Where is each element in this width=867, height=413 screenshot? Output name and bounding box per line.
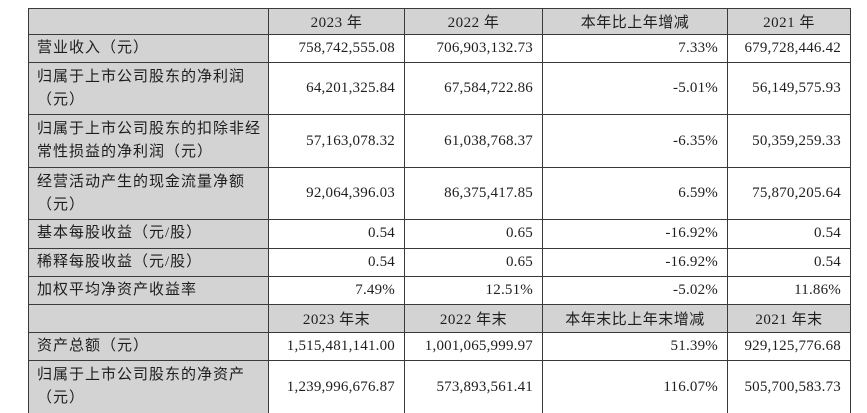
value-2022: 86,375,417.85 xyxy=(404,167,543,221)
value-2021-year-end: 929,125,776.68 xyxy=(727,331,851,362)
col-header-yoy-change: 本年比上年增减 xyxy=(542,8,728,35)
value-2022: 0.65 xyxy=(404,247,543,277)
value-2023: 758,742,555.08 xyxy=(268,33,405,64)
value-2023: 64,201,325.84 xyxy=(268,62,405,116)
value-2021: 0.54 xyxy=(727,247,851,277)
value-2021: 50,359,259.33 xyxy=(727,114,851,169)
table-row-net-profit: 归属于上市公司股东的净利润（元） 64,201,325.84 67,584,72… xyxy=(28,62,851,116)
row-label: 营业收入（元） xyxy=(28,33,269,64)
row-label: 基本每股收益（元/股） xyxy=(28,219,269,249)
value-2022: 61,038,768.37 xyxy=(404,114,543,169)
value-2023-year-end: 1,239,996,676.87 xyxy=(268,360,405,413)
col-header-year-end-change: 本年末比上年末增减 xyxy=(542,304,728,333)
value-2022: 706,903,132.73 xyxy=(404,33,543,64)
table-row-weighted-avg-roe: 加权平均净资产收益率 7.49% 12.51% -5.02% 11.86% xyxy=(28,275,851,306)
value-yoy-change: 7.33% xyxy=(542,33,728,64)
year-end-header-row: 2023 年末 2022 年末 本年末比上年末增减 2021 年末 xyxy=(28,304,851,333)
value-2023: 0.54 xyxy=(268,219,405,249)
value-yoy-change: -5.02% xyxy=(542,275,728,306)
table-row-revenue: 营业收入（元） 758,742,555.08 706,903,132.73 7.… xyxy=(28,33,851,64)
table-row-deducted-net-profit: 归属于上市公司股东的扣除非经常性损益的净利润（元） 57,163,078.32 … xyxy=(28,114,851,169)
value-2021: 75,870,205.64 xyxy=(727,167,851,221)
row-label: 经营活动产生的现金流量净额（元） xyxy=(28,167,269,221)
value-2022: 0.65 xyxy=(404,219,543,249)
row-label: 归属于上市公司股东的净利润（元） xyxy=(28,62,269,116)
value-2023: 7.49% xyxy=(268,275,405,306)
value-year-end-change: 116.07% xyxy=(542,360,728,413)
value-2021: 11.86% xyxy=(727,275,851,306)
col-header-2023: 2023 年 xyxy=(268,8,405,35)
row-label: 加权平均净资产收益率 xyxy=(28,275,269,306)
value-2023: 0.54 xyxy=(268,247,405,277)
value-2021: 679,728,446.42 xyxy=(727,33,851,64)
value-2021: 56,149,575.93 xyxy=(727,62,851,116)
col-header-2023-year-end: 2023 年末 xyxy=(268,304,405,333)
value-2023: 57,163,078.32 xyxy=(268,114,405,169)
table-row-diluted-eps: 稀释每股收益（元/股） 0.54 0.65 -16.92% 0.54 xyxy=(28,247,851,277)
annual-header-row: 2023 年 2022 年 本年比上年增减 2021 年 xyxy=(28,8,851,35)
col-header-2022-year-end: 2022 年末 xyxy=(404,304,543,333)
value-2022-year-end: 573,893,561.41 xyxy=(404,360,543,413)
value-yoy-change: -16.92% xyxy=(542,247,728,277)
value-yoy-change: 6.59% xyxy=(542,167,728,221)
value-2022: 67,584,722.86 xyxy=(404,62,543,116)
value-year-end-change: 51.39% xyxy=(542,331,728,362)
row-label: 稀释每股收益（元/股） xyxy=(28,247,269,277)
corner-cell xyxy=(28,8,269,35)
col-header-2021-year-end: 2021 年末 xyxy=(727,304,851,333)
corner-cell xyxy=(28,304,269,333)
value-yoy-change: -5.01% xyxy=(542,62,728,116)
col-header-2021: 2021 年 xyxy=(727,8,851,35)
table-row-operating-cash-flow: 经营活动产生的现金流量净额（元） 92,064,396.03 86,375,41… xyxy=(28,167,851,221)
row-label: 资产总额（元） xyxy=(28,331,269,362)
value-2022-year-end: 1,001,065,999.97 xyxy=(404,331,543,362)
table-row-basic-eps: 基本每股收益（元/股） 0.54 0.65 -16.92% 0.54 xyxy=(28,219,851,249)
row-label: 归属于上市公司股东的扣除非经常性损益的净利润（元） xyxy=(28,114,269,169)
value-yoy-change: -6.35% xyxy=(542,114,728,169)
table-row-total-assets: 资产总额（元） 1,515,481,141.00 1,001,065,999.9… xyxy=(28,331,851,362)
col-header-2022: 2022 年 xyxy=(404,8,543,35)
row-label: 归属于上市公司股东的净资产（元） xyxy=(28,360,269,413)
value-yoy-change: -16.92% xyxy=(542,219,728,249)
value-2021-year-end: 505,700,583.73 xyxy=(727,360,851,413)
value-2021: 0.54 xyxy=(727,219,851,249)
value-2022: 12.51% xyxy=(404,275,543,306)
table-row-net-assets: 归属于上市公司股东的净资产（元） 1,239,996,676.87 573,89… xyxy=(28,360,851,413)
value-2023-year-end: 1,515,481,141.00 xyxy=(268,331,405,362)
financial-summary-table: 2023 年 2022 年 本年比上年增减 2021 年 营业收入（元） 758… xyxy=(28,8,851,413)
value-2023: 92,064,396.03 xyxy=(268,167,405,221)
